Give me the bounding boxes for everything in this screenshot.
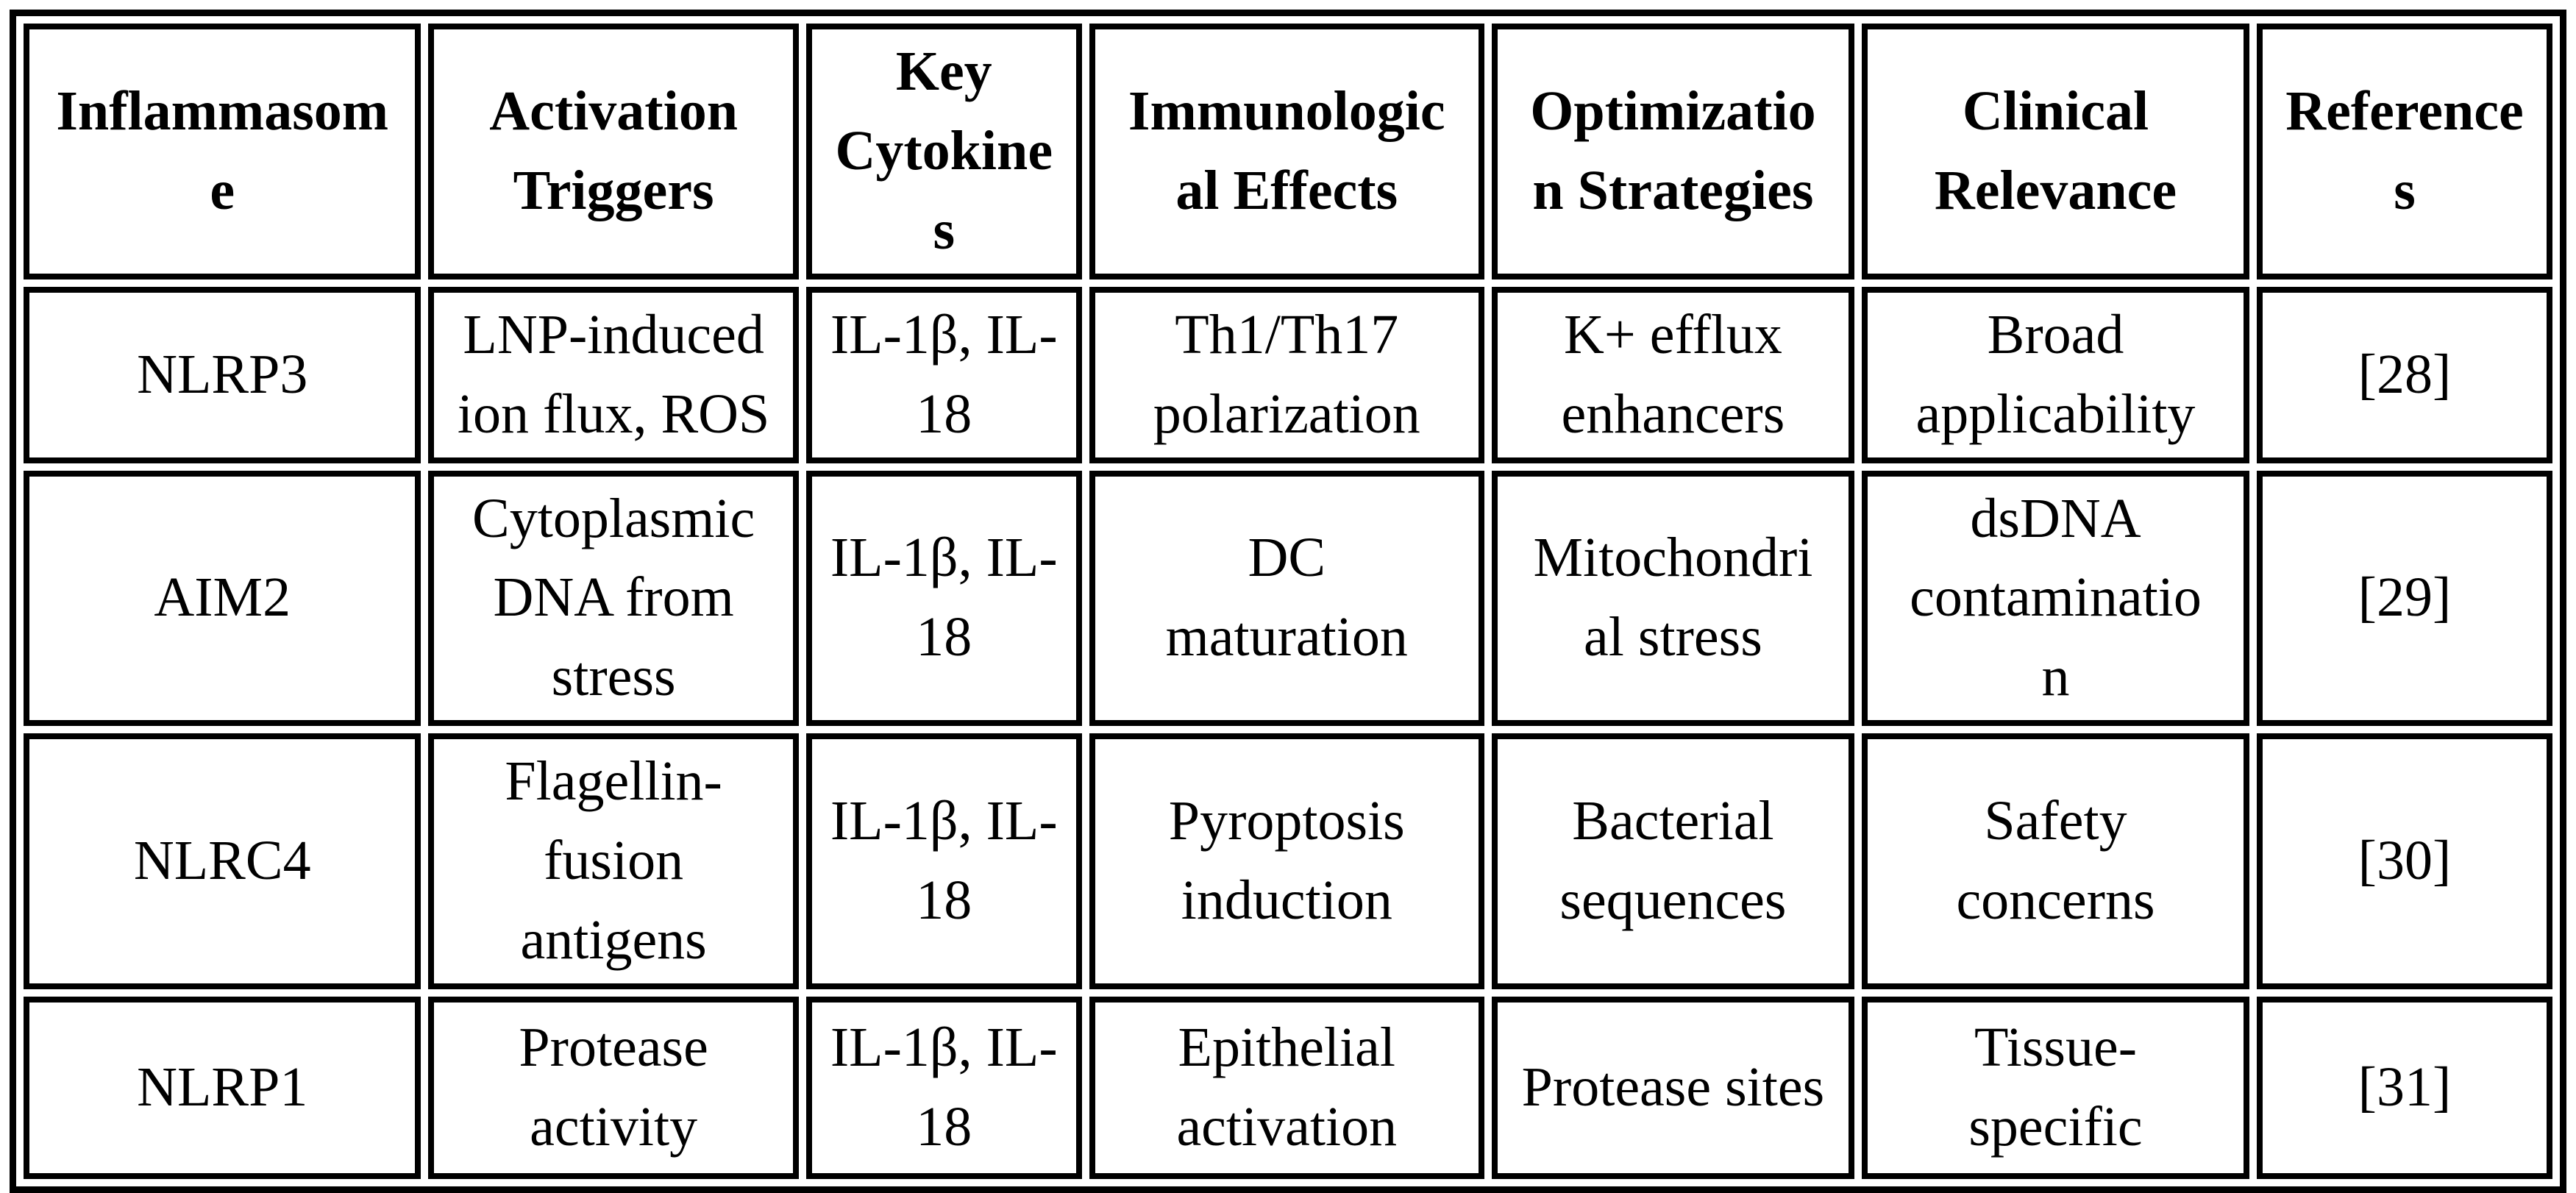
- cell-reference: [28]: [2256, 286, 2552, 463]
- cell-optimization-strategies: Protease sites: [1491, 996, 1855, 1179]
- cell-key-cytokines: IL-1β, IL- 18: [805, 733, 1082, 989]
- table-row-aim2: AIM2 Cytoplasmic DNA from stress IL-1β, …: [24, 470, 2552, 727]
- cell-reference: [30]: [2256, 733, 2552, 989]
- cell-key-cytokines: IL-1β, IL- 18: [805, 996, 1082, 1179]
- table-row-nlrp3: NLRP3 LNP-induced ion flux, ROS IL-1β, I…: [24, 286, 2552, 463]
- cell-optimization-strategies: Mitochondri al stress: [1491, 470, 1855, 727]
- cell-key-cytokines: IL-1β, IL- 18: [805, 470, 1082, 727]
- inflammasome-comparison-table: Inflammasom e Activation Triggers Key Cy…: [10, 10, 2566, 1193]
- cell-optimization-strategies: Bacterial sequences: [1491, 733, 1855, 989]
- cell-immunological-effects: Epithelial activation: [1089, 996, 1484, 1179]
- cell-immunological-effects: Pyroptosis induction: [1089, 733, 1484, 989]
- table-row-nlrc4: NLRC4 Flagellin- fusion antigens IL-1β, …: [24, 733, 2552, 989]
- cell-reference: [29]: [2256, 470, 2552, 727]
- paper-table-region: Inflammasom e Activation Triggers Key Cy…: [10, 10, 2566, 1193]
- cell-immunological-effects: Th1/Th17 polarization: [1089, 286, 1484, 463]
- cell-reference: [31]: [2256, 996, 2552, 1179]
- cell-inflammasome: AIM2: [24, 470, 421, 727]
- cell-key-cytokines: IL-1β, IL- 18: [805, 286, 1082, 463]
- cell-activation-triggers: LNP-induced ion flux, ROS: [428, 286, 799, 463]
- header-cell-key-cytokines: Key Cytokine s: [805, 24, 1082, 279]
- cell-optimization-strategies: K+ efflux enhancers: [1491, 286, 1855, 463]
- header-row: Inflammasom e Activation Triggers Key Cy…: [24, 24, 2552, 279]
- header-cell-references: Reference s: [2256, 24, 2552, 279]
- cell-clinical-relevance: Broad applicability: [1862, 286, 2249, 463]
- header-cell-immunological-effects: Immunologic al Effects: [1089, 24, 1484, 279]
- cell-clinical-relevance: Safety concerns: [1862, 733, 2249, 989]
- header-cell-activation-triggers: Activation Triggers: [428, 24, 799, 279]
- cell-inflammasome: NLRP3: [24, 286, 421, 463]
- header-cell-inflammasome: Inflammasom e: [24, 24, 421, 279]
- cell-activation-triggers: Cytoplasmic DNA from stress: [428, 470, 799, 727]
- cell-immunological-effects: DC maturation: [1089, 470, 1484, 727]
- cell-clinical-relevance: Tissue- specific: [1862, 996, 2249, 1179]
- table-row-nlrp1: NLRP1 Protease activity IL-1β, IL- 18 Ep…: [24, 996, 2552, 1179]
- cell-clinical-relevance: dsDNA contaminatio n: [1862, 470, 2249, 727]
- header-cell-clinical-relevance: Clinical Relevance: [1862, 24, 2249, 279]
- header-cell-optimization-strategies: Optimizatio n Strategies: [1491, 24, 1855, 279]
- cell-activation-triggers: Flagellin- fusion antigens: [428, 733, 799, 989]
- cell-activation-triggers: Protease activity: [428, 996, 799, 1179]
- cell-inflammasome: NLRC4: [24, 733, 421, 989]
- cell-inflammasome: NLRP1: [24, 996, 421, 1179]
